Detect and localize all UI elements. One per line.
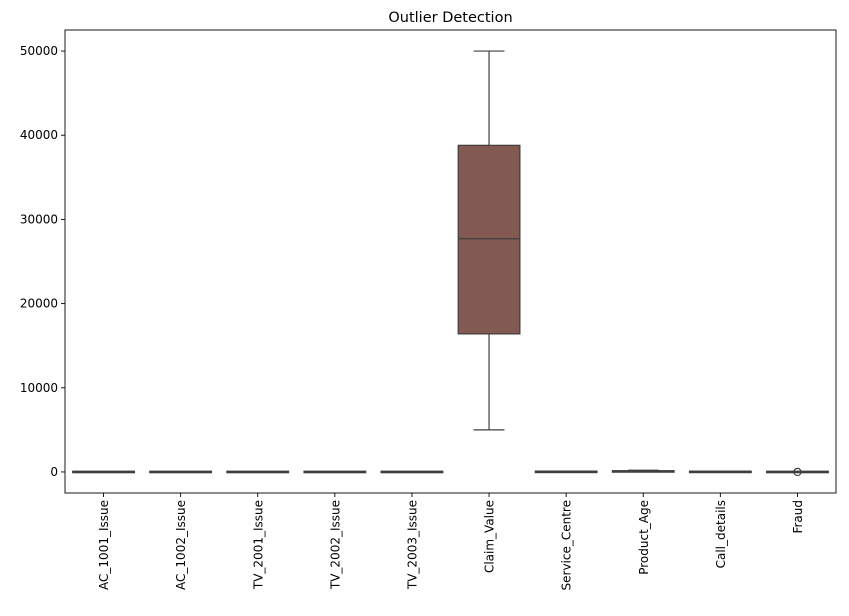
x-tick-label: Call_details (714, 500, 728, 568)
box-TV_2002_Issue (303, 470, 367, 474)
box-Call_details (688, 470, 752, 474)
x-tick-label: AC_1002_Issue (174, 500, 188, 590)
box-TV_2001_Issue (226, 470, 290, 474)
box-AC_1002_Issue (149, 470, 213, 474)
axes: 0 10000 20000 30000 40000 50000 AC_1001_Issue A… (20, 44, 805, 590)
box-TV_2003_Issue (380, 470, 444, 474)
y-tick-label: 0 (50, 465, 58, 479)
box-Claim_Value (457, 50, 521, 431)
outlier-point (793, 467, 802, 477)
x-tick-label: TV_2003_Issue (405, 500, 419, 590)
y-tick-label: 20000 (20, 297, 58, 311)
y-tick-label: 10000 (20, 381, 58, 395)
x-tick-label: TV_2001_Issue (251, 500, 265, 590)
y-tick-label: 50000 (20, 44, 58, 58)
x-tick-label: Claim_Value (483, 500, 497, 573)
x-tick-label: TV_2002_Issue (328, 500, 342, 590)
y-tick-label: 30000 (20, 212, 58, 226)
x-tick-label: AC_1001_Issue (97, 500, 111, 590)
x-tick-label: Fraud (791, 500, 805, 534)
box-Product_Age (611, 469, 675, 473)
y-tick-label: 40000 (20, 128, 58, 142)
box-Fraud (766, 467, 829, 477)
box-AC_1001_Issue (72, 470, 135, 474)
x-tick-label: Product_Age (637, 500, 651, 575)
chart-title: Outlier Detection (388, 10, 512, 26)
plot-area (72, 50, 829, 477)
box-body (457, 144, 521, 335)
axes-frame (64, 29, 837, 494)
box-Service_Centre (534, 470, 598, 474)
x-tick-label: Service_Centre (560, 500, 574, 590)
